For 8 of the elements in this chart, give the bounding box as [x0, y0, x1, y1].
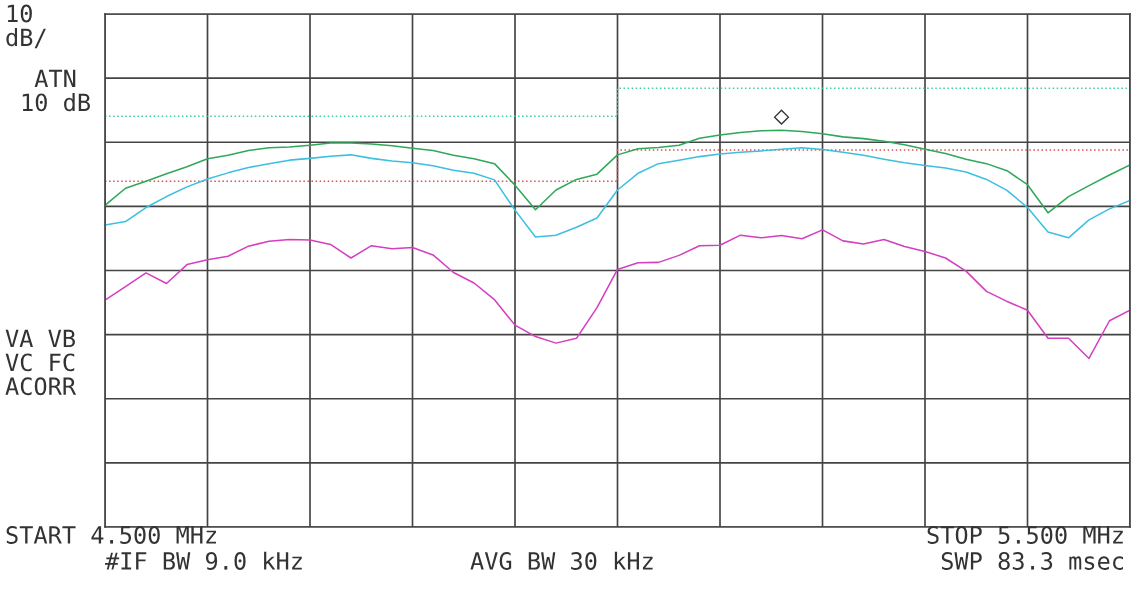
text: VA VB VC FC ACORR	[5, 329, 77, 396]
text: AVG BW 30 kHz	[470, 551, 653, 570]
text: 10 dB/	[6, 4, 46, 49]
annotation: STOP 5.500 MHz	[927, 526, 1123, 544]
text: SWP 83.3 msec	[941, 552, 1124, 570]
text: ATN 10 dB	[22, 69, 90, 112]
annotation: START 4.500 MHz	[6, 526, 216, 544]
text: #IF BW 9.0 kHz	[105, 551, 302, 570]
